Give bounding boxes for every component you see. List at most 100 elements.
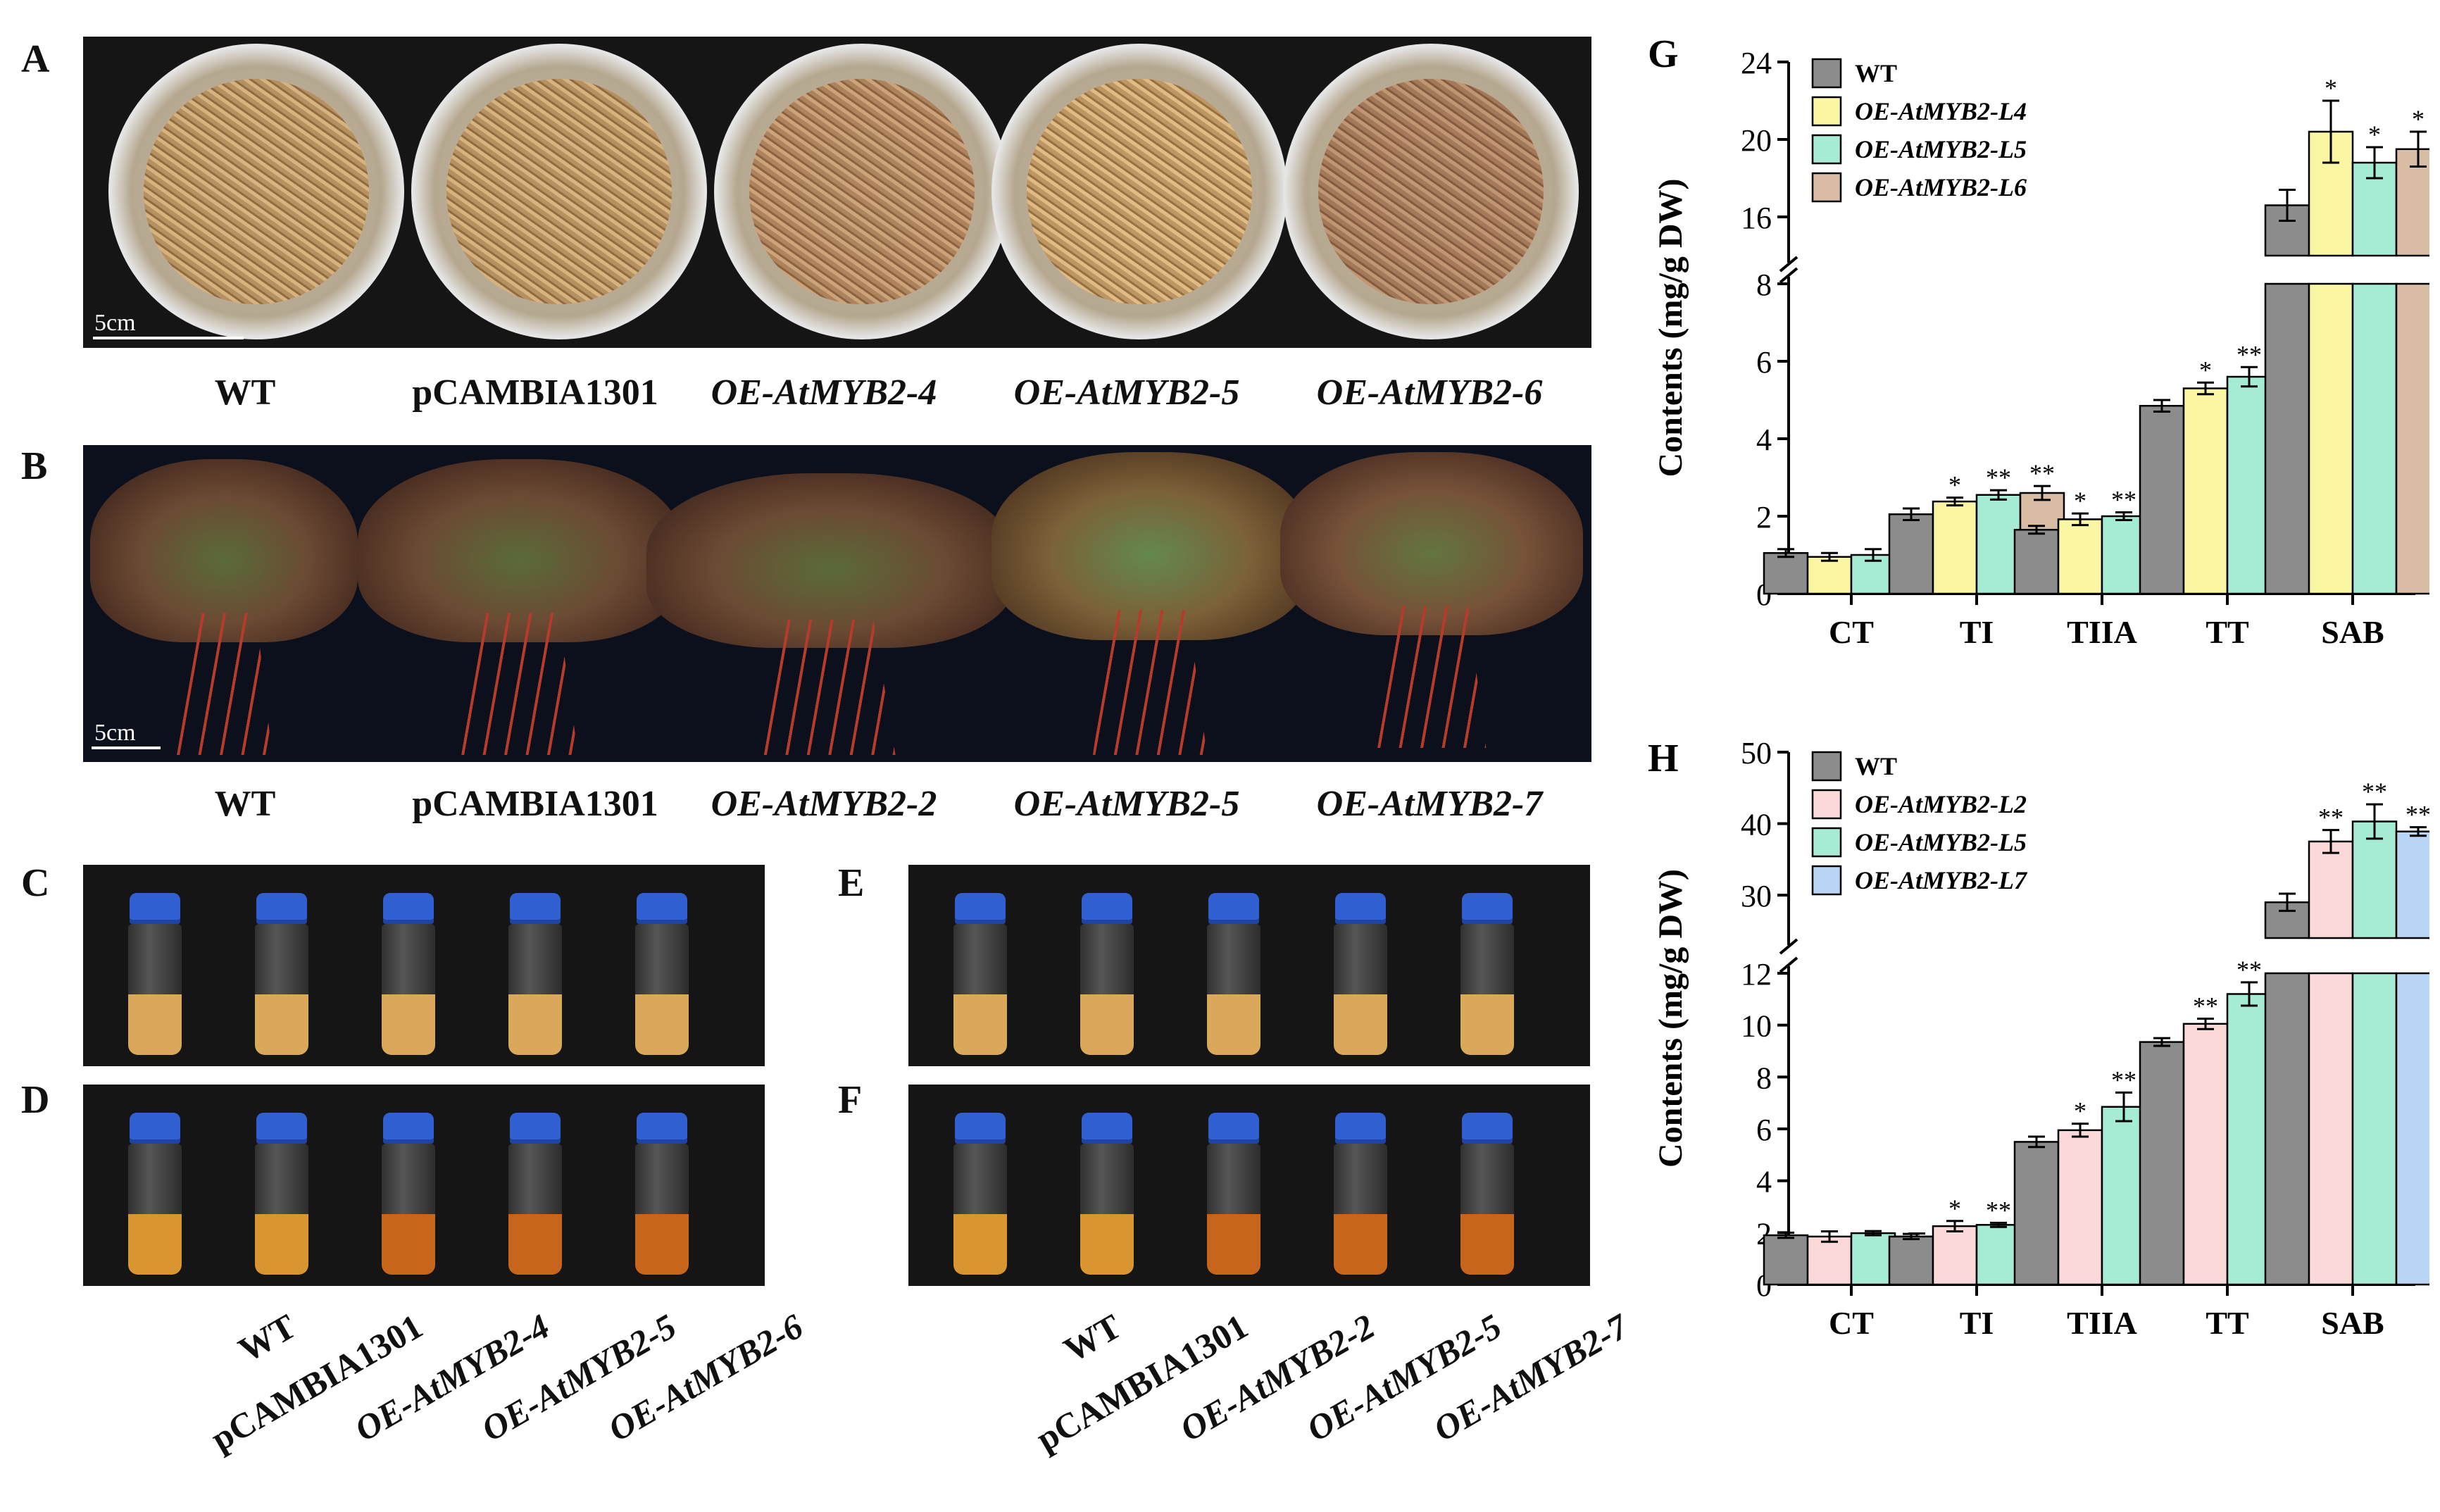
panel-letter-d: D — [21, 1078, 50, 1122]
y-tick-label: 40 — [1741, 808, 1772, 842]
significance-marker: * — [1948, 1194, 1961, 1223]
plant-image — [358, 459, 682, 755]
vial — [1077, 893, 1137, 1056]
vial — [379, 1113, 438, 1276]
legend-label: OE-AtMYB2-L6 — [1855, 173, 2027, 201]
legend-label: OE-AtMYB2-L5 — [1855, 135, 2027, 163]
legend-swatch — [1811, 865, 1842, 896]
axis-break-mark — [1779, 956, 1798, 973]
significance-marker: * — [1948, 471, 1961, 499]
y-tick-label: 30 — [1741, 879, 1772, 913]
panel-letter-b: B — [21, 444, 48, 488]
bar — [1806, 1235, 1853, 1286]
panel-a-label-oe5: OE-AtMYB2-5 — [1013, 373, 1240, 413]
bar — [2013, 529, 2060, 595]
y-tick-label: 50 — [1741, 736, 1772, 770]
panel-b-photo: 5cm — [83, 445, 1591, 762]
significance-marker: ** — [2029, 459, 2055, 487]
x-tick-label: CT — [1829, 1305, 1874, 1341]
bar — [2351, 972, 2398, 1286]
bar — [1806, 556, 1853, 595]
bar — [1932, 1225, 1978, 1286]
bar — [2351, 820, 2398, 939]
significance-marker: ** — [2405, 801, 2429, 829]
panel-letter-c: C — [21, 861, 50, 905]
plant-image — [1280, 452, 1583, 748]
petri-dish — [714, 44, 1010, 339]
y-axis-title: Contents (mg/g DW) — [1652, 869, 1689, 1168]
bar — [2395, 972, 2429, 1286]
bar — [1888, 513, 1934, 595]
bar — [2395, 148, 2429, 257]
bar — [1763, 552, 1809, 595]
panel-b-label-oe7: OE-AtMYB2-7 — [1316, 784, 1543, 824]
vial — [125, 893, 184, 1056]
legend-swatch — [1811, 96, 1842, 127]
y-tick-label: 8 — [1756, 1061, 1772, 1095]
x-tick-label: TIIA — [2067, 614, 2137, 650]
bar — [1850, 1232, 1896, 1286]
vial — [379, 893, 438, 1056]
bar — [2308, 840, 2354, 939]
y-tick-label: 12 — [1741, 957, 1772, 992]
x-tick-label: SAB — [2321, 1305, 2384, 1341]
vial — [1204, 1113, 1263, 1276]
x-tick-label: TT — [2206, 1305, 2248, 1341]
bar — [2139, 405, 2185, 595]
y-tick-label: 4 — [1756, 1165, 1772, 1199]
panel-a-label-oe6: OE-AtMYB2-6 — [1316, 373, 1543, 413]
panel-a-label-wt: WT — [214, 373, 276, 413]
x-tick-label: TI — [1960, 614, 1994, 650]
significance-marker: ** — [1986, 1196, 2011, 1224]
significance-marker: ** — [2111, 486, 2136, 514]
bar — [1975, 494, 2022, 595]
petri-dish — [991, 44, 1287, 339]
panel-a-label-oe4: OE-AtMYB2-4 — [711, 373, 937, 413]
bar — [2057, 1129, 2103, 1286]
significance-marker: ** — [2236, 956, 2262, 984]
panel-d-photo — [83, 1085, 765, 1286]
plant-image — [90, 459, 358, 755]
legend-label: WT — [1855, 752, 1897, 780]
y-axis-title: Contents (mg/g DW) — [1652, 179, 1689, 477]
significance-marker: * — [2074, 487, 2086, 515]
y-tick-label: 4 — [1756, 423, 1772, 457]
bar — [2226, 375, 2272, 595]
significance-marker: * — [2368, 120, 2381, 149]
bar — [2057, 518, 2103, 595]
significance-marker: * — [2325, 74, 2337, 102]
legend-label: OE-AtMYB2-L7 — [1855, 866, 2028, 894]
petri-dish — [108, 44, 404, 339]
vial — [506, 1113, 565, 1276]
legend-swatch — [1811, 58, 1842, 89]
vial — [252, 893, 311, 1056]
bar — [1888, 1235, 1934, 1286]
legend-swatch — [1811, 827, 1842, 858]
legend-label: OE-AtMYB2-L4 — [1855, 97, 2027, 125]
bar — [2264, 972, 2310, 1286]
y-tick-label: 16 — [1741, 201, 1772, 235]
bar — [2395, 830, 2429, 939]
y-tick-label: 2 — [1756, 500, 1772, 535]
significance-marker: * — [2412, 105, 2425, 133]
y-tick-label: 6 — [1756, 1113, 1772, 1147]
bar — [2182, 387, 2229, 595]
panel-f-label-pcambia: pCAMBIA1301 — [1029, 1306, 1254, 1459]
scale-label: 5cm — [94, 720, 136, 746]
bar — [2101, 1106, 2147, 1286]
x-tick-label: SAB — [2321, 614, 2384, 650]
bar — [2264, 282, 2310, 595]
legend-swatch — [1811, 172, 1842, 203]
panel-f-photo — [908, 1085, 1590, 1286]
x-tick-label: TT — [2206, 614, 2248, 650]
y-tick-label: 24 — [1741, 46, 1772, 80]
panel-a-photo: 5cm — [83, 37, 1591, 348]
bar — [2308, 972, 2354, 1286]
legend-label: WT — [1855, 59, 1897, 87]
petri-dish — [1283, 44, 1579, 339]
bar — [2013, 1141, 2060, 1286]
vial — [1458, 893, 1517, 1056]
panel-d-label-pcambia: pCAMBIA1301 — [204, 1306, 429, 1459]
panel-letter-f: F — [838, 1078, 863, 1122]
